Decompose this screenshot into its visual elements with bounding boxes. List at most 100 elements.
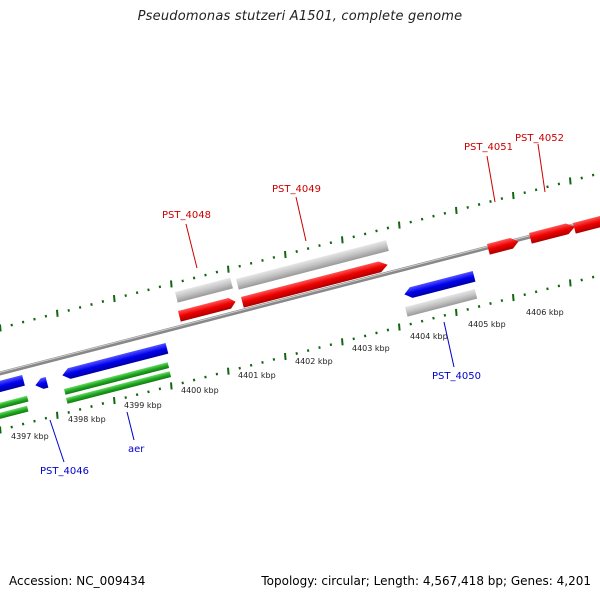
gene-label-pst4048: PST_4048 (162, 210, 211, 221)
tick-label-4398: 4398 kbp (68, 415, 106, 424)
reverse-tick-mark (557, 284, 561, 288)
gene-label-pst4049: PST_4049 (272, 184, 321, 195)
forward-tick-mark (147, 288, 150, 292)
reverse-tick-mark (0, 426, 2, 434)
forward-tick-mark (318, 244, 321, 248)
gene-arrow-pst4048[interactable] (178, 296, 237, 322)
reverse-tick-mark (489, 302, 492, 305)
forward-tick-mark (477, 203, 481, 206)
reverse-tick-mark (569, 279, 572, 287)
reverse-tick-mark (170, 382, 173, 390)
reverse-tick-mark (500, 299, 504, 303)
feature-grey-pst4049[interactable] (236, 240, 389, 290)
gene-arrow-pst4050[interactable] (403, 270, 476, 300)
leader-aer (126, 411, 135, 441)
reverse-tick-mark (318, 346, 321, 350)
forward-tick-mark (0, 324, 2, 332)
forward-tick-mark (512, 192, 515, 200)
reverse-tick-mark (546, 287, 549, 291)
forward-tick-mark (329, 241, 333, 245)
forward-tick-mark (67, 308, 70, 312)
rna-feature-aer-1[interactable] (63, 362, 170, 395)
forward-tick-mark (557, 182, 561, 186)
forward-tick-mark (56, 309, 59, 317)
gene-arrow-aer[interactable] (61, 342, 169, 381)
forward-tick-mark (523, 191, 526, 195)
reverse-tick-mark (227, 367, 230, 375)
forward-tick-mark (101, 300, 105, 303)
forward-tick-mark (238, 264, 241, 268)
reverse-tick-mark (455, 308, 458, 316)
reverse-tick-mark (443, 313, 447, 317)
reverse-tick-mark (261, 360, 264, 364)
reverse-tick-mark (113, 397, 116, 405)
reverse-tick-track (0, 275, 595, 434)
gene-arrow-pst4052[interactable] (529, 221, 576, 244)
forward-tick-mark (181, 279, 184, 283)
forward-tick-mark (249, 261, 253, 265)
reverse-tick-mark (10, 425, 13, 429)
forward-tick-mark (500, 197, 504, 201)
tick-label-4401: 4401 kbp (238, 371, 276, 380)
forward-tick-mark (78, 305, 82, 309)
forward-tick-mark (591, 173, 595, 177)
tick-label-4400: 4400 kbp (181, 386, 219, 395)
leader-pst4046 (49, 419, 65, 463)
forward-tick-mark (124, 294, 127, 298)
forward-tick-mark (306, 247, 310, 251)
gene-arrow-pst4051[interactable] (487, 236, 520, 255)
reverse-tick-mark (432, 316, 435, 320)
forward-tick-mark (580, 176, 583, 180)
forward-tick-mark (420, 217, 424, 221)
rna-feature-aer-2[interactable] (66, 371, 172, 404)
reverse-tick-mark (329, 343, 333, 347)
reverse-tick-mark (21, 422, 25, 426)
forward-tick-mark (21, 320, 25, 324)
forward-tick-mark (341, 236, 344, 244)
reverse-tick-mark (135, 393, 139, 397)
reverse-tick-mark (512, 294, 515, 302)
reverse-tick-mark (420, 319, 424, 323)
reverse-tick-mark (363, 334, 367, 338)
leader-pst4052 (537, 143, 546, 193)
forward-tick-mark (261, 258, 264, 262)
forward-tick-mark (113, 295, 116, 303)
forward-tick-mark (170, 280, 173, 288)
reverse-tick-mark (580, 278, 583, 282)
reverse-tick-mark (147, 390, 150, 394)
forward-tick-mark (284, 250, 287, 259)
tick-label-4403: 4403 kbp (352, 344, 390, 353)
feature-grey-pst4050[interactable] (405, 288, 478, 317)
gene-label-pst4046: PST_4046 (40, 466, 89, 477)
forward-tick-mark (295, 250, 298, 253)
feature-grey-pst4048[interactable] (175, 277, 233, 303)
gene-arrow-pst4049[interactable] (241, 259, 389, 308)
gene-arrow-pst4046[interactable] (0, 374, 25, 393)
reverse-tick-mark (44, 416, 48, 420)
reverse-tick-mark (591, 275, 595, 279)
gene-arrow-next[interactable] (573, 212, 600, 234)
rna-feature-left-2[interactable] (0, 405, 29, 420)
forward-tick-mark (398, 221, 401, 229)
gene-label-aer: aer (128, 444, 145, 455)
reverse-tick-mark (67, 410, 70, 414)
genome-summary-text: Topology: circular; Length: 4,567,418 bp… (261, 574, 591, 588)
leader-pst4050 (443, 321, 455, 368)
forward-tick-mark (33, 317, 36, 321)
gene-arrow-small-reverse[interactable] (34, 376, 49, 391)
forward-tick-mark (432, 214, 435, 218)
reverse-tick-mark (101, 402, 105, 405)
reverse-tick-mark (375, 331, 378, 335)
rna-feature-left-1[interactable] (0, 395, 29, 410)
reverse-tick-mark (306, 349, 310, 353)
reverse-tick-mark (466, 307, 469, 311)
gene-label-pst4052: PST_4052 (515, 133, 564, 144)
reverse-tick-mark (249, 363, 253, 367)
tick-label-4405: 4405 kbp (468, 320, 506, 329)
forward-tick-mark (489, 200, 492, 203)
gene-label-pst4051: PST_4051 (464, 142, 513, 153)
forward-tick-mark (455, 206, 458, 214)
forward-tick-mark (215, 270, 219, 274)
reverse-tick-mark (398, 323, 401, 331)
